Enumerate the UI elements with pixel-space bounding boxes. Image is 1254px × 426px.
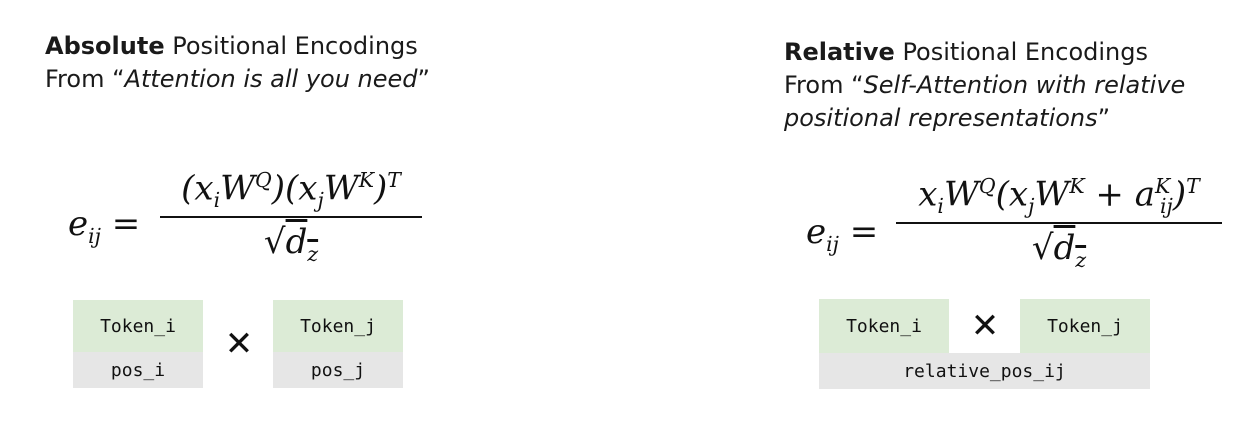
absolute-formula-fraction: (xiWQ)(xjWK)T √dz [160,168,422,266]
relative-token-i: Token_i [819,299,949,353]
absolute-token-j: Token_j [273,300,403,352]
absolute-title-rest: Positional Encodings [164,32,418,60]
relative-source-title-line2: positional representations [784,104,1098,132]
relative-source-line1: From “Self-Attention with relative [784,69,1234,102]
absolute-formula-equals: = [111,204,141,244]
relative-formula-e: e [806,212,827,252]
relative-formula: eij = xiWQ(xjWK + aKij)T √dz [806,174,1236,284]
absolute-source-prefix: From “ [45,65,125,93]
relative-formula-numerator: xiWQ(xjWK + aKij)T [918,174,1200,219]
absolute-formula-lhs: eij = [68,204,140,248]
absolute-heading: Absolute Positional Encodings From “Atte… [45,30,605,96]
absolute-formula: eij = (xiWQ)(xjWK)T √dz [68,168,448,278]
relative-title-rest: Positional Encodings [894,38,1148,66]
absolute-formula-e-subscript: ij [88,223,101,248]
relative-heading: Relative Positional Encodings From “Self… [784,36,1234,135]
relative-title: Relative Positional Encodings [784,36,1234,69]
absolute-source: From “Attention is all you need” [45,63,605,96]
absolute-source-suffix: ” [417,65,430,93]
relative-pos-ij: relative_pos_ij [819,353,1150,389]
relative-formula-equals: = [849,212,879,252]
relative-source-title-line1: Self-Attention with relative [863,71,1186,99]
relative-multiply-icon: ✕ [970,306,1000,346]
relative-formula-denominator: √dz [1031,228,1087,272]
absolute-formula-fraction-bar [160,216,422,219]
relative-formula-fraction: xiWQ(xjWK + aKij)T √dz [896,174,1222,272]
absolute-pos-j: pos_j [273,352,403,388]
relative-formula-fraction-bar [896,222,1222,225]
relative-source-suffix: ” [1097,104,1111,132]
relative-token-j: Token_j [1020,299,1150,353]
absolute-title: Absolute Positional Encodings [45,30,605,63]
relative-source-line2: positional representations” [784,102,1234,135]
absolute-formula-e: e [68,204,89,244]
absolute-formula-numerator: (xiWQ)(xjWK)T [181,168,401,213]
absolute-pos-i: pos_i [73,352,203,388]
relative-title-bold: Relative [784,38,895,66]
relative-source-prefix: From “ [784,71,864,99]
absolute-token-i: Token_i [73,300,203,352]
relative-formula-e-subscript: ij [826,231,839,256]
absolute-title-bold: Absolute [45,32,165,60]
absolute-formula-denominator: √dz [263,222,319,266]
relative-formula-lhs: eij = [806,212,878,256]
absolute-source-title: Attention is all you need [124,65,418,93]
absolute-multiply-icon: ✕ [224,324,254,364]
